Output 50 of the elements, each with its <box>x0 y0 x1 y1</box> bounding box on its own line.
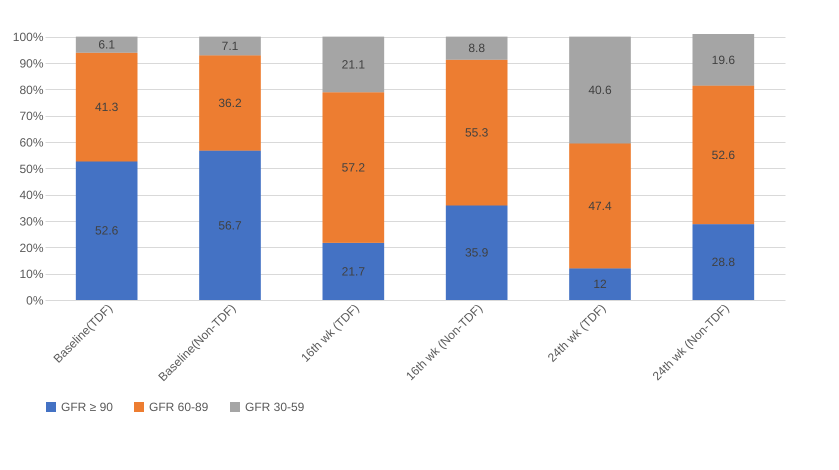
y-tick-label: 10% <box>19 267 44 282</box>
data-label: 6.1 <box>98 38 116 52</box>
y-tick-label: 40% <box>19 188 44 202</box>
legend-label: GFR ≥ 90 <box>61 400 114 414</box>
bar <box>76 52 138 162</box>
data-label: 7.1 <box>222 38 239 53</box>
data-label: 35.9 <box>464 246 489 260</box>
data-label: 28.8 <box>712 255 736 270</box>
data-label: 40.6 <box>588 83 612 98</box>
bar <box>692 224 754 300</box>
bar <box>569 268 631 300</box>
data-label: 8.8 <box>468 41 486 56</box>
y-tick-label: 30% <box>19 214 44 228</box>
data-label: 41.3 <box>94 100 119 114</box>
y-tick-label: 100% <box>12 30 44 44</box>
data-label: 12 <box>593 277 607 292</box>
bar <box>199 150 261 300</box>
legend-label: GFR 60-89 <box>149 400 209 414</box>
bar <box>446 36 508 60</box>
bar <box>199 55 261 151</box>
y-tick-label: 50% <box>19 162 44 176</box>
bar <box>322 92 384 243</box>
bar <box>446 60 508 206</box>
data-label: 55.3 <box>464 126 489 140</box>
data-label: 52.6 <box>94 224 119 238</box>
y-tick-label: 80% <box>19 82 44 97</box>
y-tick-label: 20% <box>19 240 44 255</box>
bar <box>446 205 508 300</box>
bar <box>76 161 138 300</box>
bar <box>322 242 384 300</box>
y-tick-label: 0% <box>26 294 44 308</box>
y-tick-label: 90% <box>19 56 44 70</box>
data-label: 56.7 <box>218 218 242 232</box>
bar <box>569 36 631 144</box>
data-label: 47.4 <box>588 198 612 213</box>
bar <box>692 34 754 86</box>
y-tick-label: 70% <box>19 109 44 124</box>
bar <box>199 36 261 56</box>
bar <box>76 36 138 53</box>
y-tick-label: 60% <box>19 135 44 150</box>
data-label: 57.2 <box>342 160 366 175</box>
data-label: 36.2 <box>218 96 242 110</box>
bar <box>692 86 754 224</box>
data-label: 19.6 <box>712 52 736 67</box>
bar <box>322 36 384 92</box>
legend-label: GFR 30-59 <box>245 400 305 414</box>
bar <box>569 144 631 268</box>
data-label: 52.6 <box>712 148 736 162</box>
data-label: 21.7 <box>342 264 366 278</box>
data-label: 21.1 <box>342 57 366 72</box>
